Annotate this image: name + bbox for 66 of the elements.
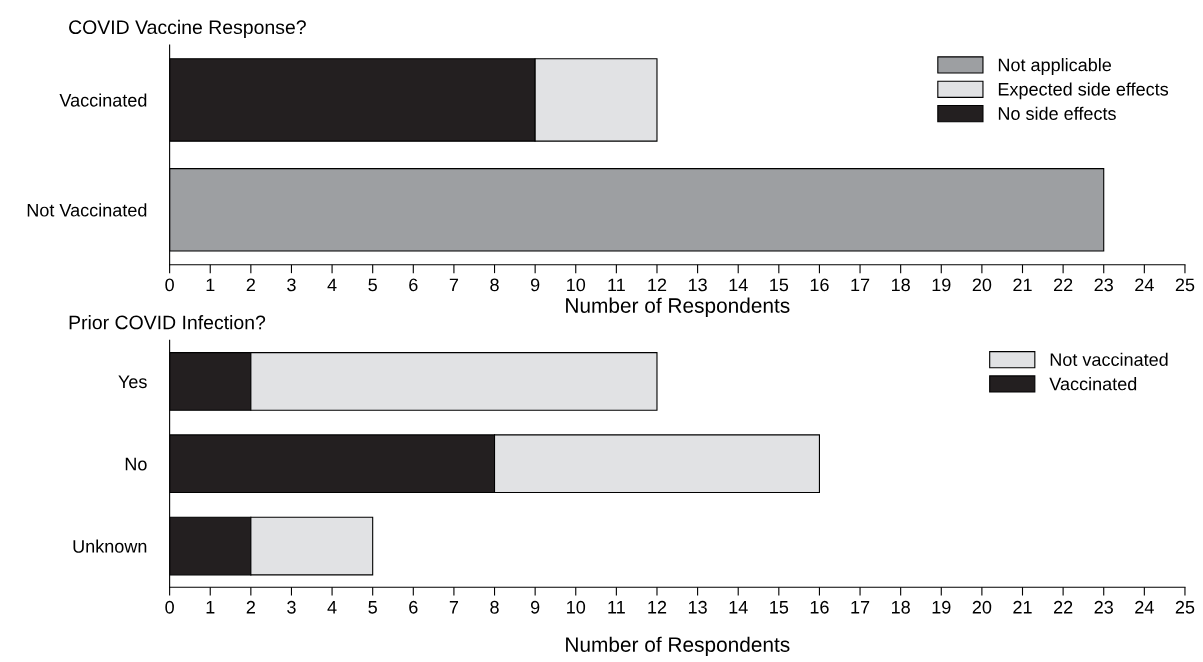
x-tick-label: 10 [567,278,586,292]
x-tick-label: 6 [409,600,418,614]
x-tick-label: 15 [770,278,789,292]
x-tick-label: 24 [1135,600,1154,614]
x-tick-label: 22 [1053,278,1073,292]
x-tick-label: 16 [810,278,829,292]
x-tick-label: 11 [608,601,625,614]
x-tick-label: 23 [1094,600,1113,614]
x-tick-label: 13 [688,600,707,614]
x-tick-label: 21 [1013,278,1032,292]
x-tick-label: 25 [1175,278,1195,292]
x-tick-label: 11 [608,278,625,292]
x-tick-label: 18 [892,278,910,292]
x-tick-label: 1 [206,278,215,292]
x-tick-label: 7 [449,601,459,614]
x-tick-label: 12 [648,278,667,292]
y-tick-label: Unknown [73,539,147,553]
x-tick-label: 23 [1094,278,1113,292]
x-tick-label: 21 [1013,600,1032,614]
x-tick-label: 24 [1135,278,1154,292]
x-tick-label: 4 [327,278,337,292]
x-tick-label: 1 [206,601,215,614]
x-tick-label: 9 [530,600,540,614]
legend-label: Expected side effects [998,82,1169,100]
x-tick-label: 8 [490,600,499,614]
x-tick-label: 19 [932,600,951,614]
y-tick-label: Vaccinated [59,93,147,107]
x-tick-label: 14 [729,601,748,614]
x-tick-label: 20 [972,600,992,614]
x-tick-label: 5 [368,601,377,614]
x-tick-label: 10 [567,600,586,614]
y-tick-label: No [125,457,147,471]
y-tick-label: Yes [118,375,147,389]
x-tick-label: 13 [688,278,707,292]
x-axis-title: Number of Respondents [566,636,790,657]
legend-label: Vaccinated [1049,377,1137,391]
x-tick-label: 3 [287,600,296,614]
x-tick-label: 4 [327,601,337,614]
legend-label: Not vaccinated [1050,352,1168,367]
x-axis-title: Number of Respondents [566,297,790,318]
x-tick-label: 2 [246,600,255,614]
x-tick-label: 17 [851,278,870,292]
x-tick-label: 6 [409,278,418,292]
legend-label: No side effects [998,106,1116,120]
x-tick-label: 2 [246,278,255,292]
chart-title: Prior COVID Infection? [69,315,266,330]
x-tick-label: 0 [165,600,174,614]
x-tick-label: 15 [770,601,789,614]
x-tick-label: 16 [810,600,829,614]
x-tick-label: 17 [851,601,870,614]
chart-title: COVID Vaccine Response? [69,19,306,38]
x-tick-label: 18 [892,600,910,614]
y-tick-label: Not Vaccinated [27,203,147,217]
x-tick-label: 25 [1175,600,1195,614]
x-tick-label: 0 [165,278,174,292]
x-tick-label: 8 [490,278,499,292]
x-tick-label: 5 [368,278,377,292]
x-tick-label: 14 [729,278,748,292]
x-tick-label: 9 [530,278,540,292]
x-tick-label: 3 [287,278,296,292]
x-tick-label: 22 [1053,600,1073,614]
legend-label: Not applicable [998,58,1112,75]
x-tick-label: 20 [972,278,992,292]
x-tick-label: 19 [932,278,951,292]
x-tick-label: 7 [449,278,459,292]
x-tick-label: 12 [648,600,667,614]
